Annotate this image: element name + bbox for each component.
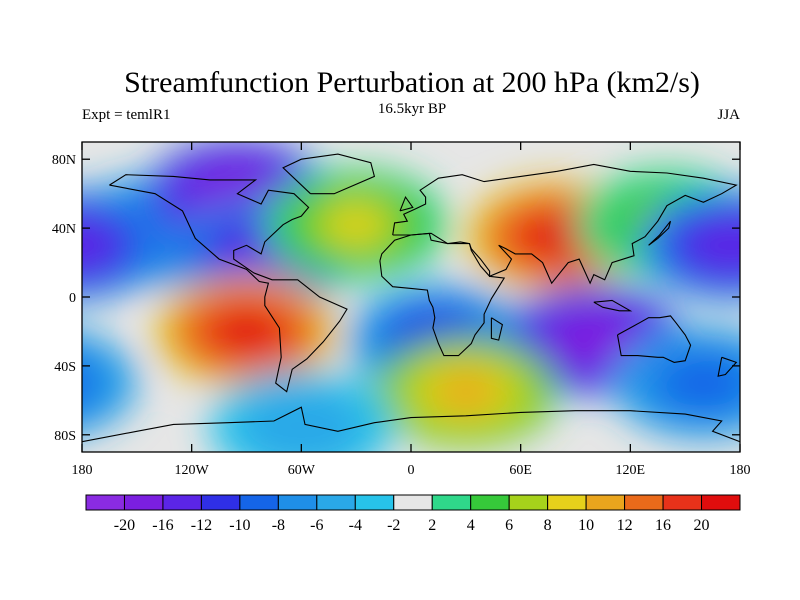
coastline	[379, 232, 506, 357]
field-region	[264, 168, 449, 281]
field-contour	[82, 353, 107, 414]
field-region	[82, 189, 740, 302]
y-tick-label: 0	[69, 291, 76, 306]
colorbar-label: -4	[349, 517, 362, 534]
x-tick-label: 120E	[616, 463, 646, 478]
field-region	[154, 275, 339, 388]
coastline	[392, 163, 738, 285]
y-tick-label: 80S	[54, 429, 76, 444]
field-contour	[673, 363, 734, 403]
x-tick-label: 60W	[288, 463, 316, 478]
colorbar-swatch	[431, 494, 472, 511]
coastline	[593, 299, 633, 312]
colorbar-label: 16	[655, 517, 671, 534]
x-tick-label: 60E	[509, 463, 532, 478]
colorbar-swatch	[662, 494, 703, 511]
colorbar-label: 6	[505, 517, 513, 534]
field-contour	[527, 217, 587, 256]
x-tick-label: 180	[730, 463, 751, 478]
y-tick-label: 40N	[52, 222, 76, 237]
colorbar-swatch	[508, 494, 549, 511]
colorbar-swatch	[624, 494, 664, 511]
axes: 80N 40N 0 40S 80S 180 120W 60W 0 60E 120E 180	[52, 142, 751, 478]
coastlines	[82, 153, 740, 443]
chart-title: Streamfunction Perturbation at 200 hPa (…	[124, 66, 700, 99]
coastline	[648, 220, 672, 246]
colorbar-label: -16	[152, 517, 173, 534]
colorbar-swatch	[316, 494, 356, 511]
colorbar-label: 20	[694, 517, 710, 534]
coastline	[616, 315, 692, 363]
colorbar-label: -10	[229, 517, 250, 534]
colorbar-label: -6	[310, 517, 323, 534]
period-label: 16.5kyr BP	[378, 101, 446, 117]
field-contour	[436, 372, 496, 411]
map-field	[82, 142, 740, 452]
colorbar-swatch	[470, 494, 510, 511]
coastline	[82, 406, 740, 443]
colorbar-swatch	[701, 494, 741, 511]
colorbar-swatch	[239, 494, 279, 511]
colorbar-swatch	[277, 494, 318, 511]
field-contour	[326, 205, 386, 244]
coastline	[490, 317, 504, 341]
colorbar-swatch	[585, 494, 626, 511]
x-tick-label: 0	[408, 463, 415, 478]
colorbar-label: 12	[617, 517, 633, 534]
colorbar-swatch	[85, 494, 125, 511]
y-tick-label: 40S	[54, 360, 76, 375]
colorbar-label: 10	[578, 517, 594, 534]
colorbar-swatch	[162, 494, 202, 511]
field-region	[373, 335, 558, 448]
coastline	[109, 174, 348, 393]
colorbar-swatch	[123, 494, 164, 511]
colorbar-label: 4	[467, 517, 475, 534]
y-tick-label: 80N	[52, 153, 76, 168]
colorbar: -20 -16 -12 -10 -8 -6 -4 -2 2 4 6 8 10 12 16 20	[85, 494, 741, 534]
colorbar-swatch	[393, 494, 433, 511]
coastline	[399, 195, 414, 212]
colorbar-label: -20	[114, 517, 135, 534]
season-label: JJA	[717, 107, 740, 123]
field-contour	[701, 226, 740, 265]
field-contour	[271, 406, 331, 446]
colorbar-label: -2	[387, 517, 400, 534]
field-contour	[216, 312, 277, 351]
x-tick-label: 120W	[175, 463, 210, 478]
field-contour	[82, 366, 91, 400]
colorbar-label: -12	[191, 517, 212, 534]
field-layer	[82, 142, 740, 452]
field-region	[209, 370, 394, 452]
colorbar-label: -8	[272, 517, 285, 534]
colorbar-label: 8	[544, 517, 552, 534]
experiment-label: Expt = temlR1	[82, 107, 170, 123]
colorbar-label: 2	[428, 517, 436, 534]
field-contour	[564, 320, 624, 360]
coastline	[717, 356, 738, 377]
coastline	[282, 153, 376, 195]
colorbar-swatch	[200, 494, 241, 511]
field-contour	[82, 227, 103, 264]
colorbar-swatch	[354, 494, 395, 511]
colorbar-swatch	[547, 494, 587, 511]
x-tick-label: 180	[72, 463, 93, 478]
